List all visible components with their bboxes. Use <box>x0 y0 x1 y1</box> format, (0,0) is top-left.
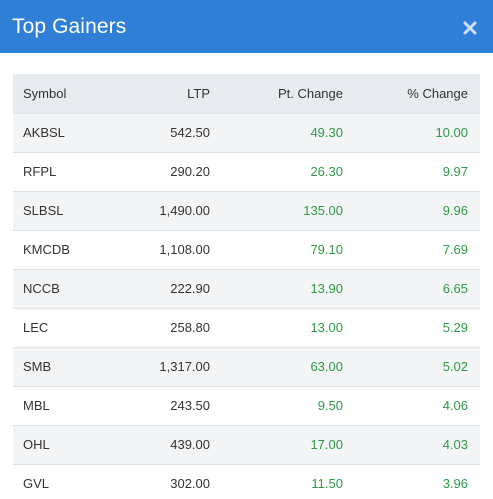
ltp-cell: 1,108.00 <box>123 229 210 269</box>
pct-change-cell: 9.97 <box>343 151 480 191</box>
pct-change-cell: 4.06 <box>343 385 480 425</box>
pct-change-cell: 5.29 <box>343 307 480 347</box>
pt-change-cell: 79.10 <box>210 229 343 269</box>
symbol-cell: LEC <box>13 307 123 347</box>
ltp-cell: 439.00 <box>123 424 210 464</box>
modal-title: Top Gainers <box>12 14 127 38</box>
symbol-cell: KMCDB <box>13 229 123 269</box>
pct-change-cell: 6.65 <box>343 268 480 308</box>
table-row[interactable]: LEC 258.80 13.00 5.29 <box>13 307 480 347</box>
column-header-pt-change[interactable]: Pt. Change <box>277 85 343 101</box>
close-button[interactable] <box>460 18 480 38</box>
pct-change-cell: 9.96 <box>343 190 480 230</box>
pct-change-cell: 10.00 <box>343 112 480 152</box>
gainers-table: Symbol LTP Pt. Change % Change AKBSL 542.… <box>13 74 480 499</box>
symbol-cell: MBL <box>13 385 123 425</box>
column-header-symbol[interactable]: Symbol <box>23 85 67 101</box>
ltp-cell: 1,490.00 <box>123 190 210 230</box>
pt-change-cell: 11.50 <box>210 463 343 499</box>
symbol-cell: SMB <box>13 346 123 386</box>
table-row[interactable]: GVL 302.00 11.50 3.96 <box>13 463 480 499</box>
table-header-row: Symbol LTP Pt. Change % Change <box>13 74 480 113</box>
pt-change-cell: 63.00 <box>210 346 343 386</box>
symbol-cell: NCCB <box>13 268 123 308</box>
pct-change-cell: 3.96 <box>343 463 480 499</box>
modal-header: Top Gainers <box>0 0 493 53</box>
table-row[interactable]: KMCDB 1,108.00 79.10 7.69 <box>13 229 480 269</box>
gainers-table-container: Symbol LTP Pt. Change % Change AKBSL 542.… <box>13 74 480 499</box>
ltp-cell: 1,317.00 <box>123 346 210 386</box>
pt-change-cell: 49.30 <box>210 112 343 152</box>
column-header-ltp[interactable]: LTP <box>187 85 210 101</box>
symbol-cell: AKBSL <box>13 112 123 152</box>
pt-change-cell: 9.50 <box>210 385 343 425</box>
ltp-cell: 243.50 <box>123 385 210 425</box>
pt-change-cell: 13.00 <box>210 307 343 347</box>
symbol-cell: RFPL <box>13 151 123 191</box>
symbol-cell: OHL <box>13 424 123 464</box>
table-row[interactable]: AKBSL 542.50 49.30 10.00 <box>13 112 480 152</box>
pt-change-cell: 13.90 <box>210 268 343 308</box>
ltp-cell: 258.80 <box>123 307 210 347</box>
pct-change-cell: 7.69 <box>343 229 480 269</box>
ltp-cell: 222.90 <box>123 268 210 308</box>
table-row[interactable]: MBL 243.50 9.50 4.06 <box>13 385 480 425</box>
pt-change-cell: 17.00 <box>210 424 343 464</box>
table-row[interactable]: RFPL 290.20 26.30 9.97 <box>13 151 480 191</box>
table-row[interactable]: OHL 439.00 17.00 4.03 <box>13 424 480 464</box>
pct-change-cell: 4.03 <box>343 424 480 464</box>
ltp-cell: 290.20 <box>123 151 210 191</box>
pt-change-cell: 26.30 <box>210 151 343 191</box>
table-body: AKBSL 542.50 49.30 10.00 RFPL 290.20 26.30 9.97… <box>13 112 480 499</box>
close-icon <box>463 21 477 34</box>
table-row[interactable]: NCCB 222.90 13.90 6.65 <box>13 268 480 308</box>
pt-change-cell: 135.00 <box>210 190 343 230</box>
table-row[interactable]: SMB 1,317.00 63.00 5.02 <box>13 346 480 386</box>
symbol-cell: SLBSL <box>13 190 123 230</box>
ltp-cell: 542.50 <box>123 112 210 152</box>
symbol-cell: GVL <box>13 463 123 499</box>
pct-change-cell: 5.02 <box>343 346 480 386</box>
table-row[interactable]: SLBSL 1,490.00 135.00 9.96 <box>13 190 480 230</box>
ltp-cell: 302.00 <box>123 463 210 499</box>
column-header-pct-change[interactable]: % Change <box>407 85 468 101</box>
